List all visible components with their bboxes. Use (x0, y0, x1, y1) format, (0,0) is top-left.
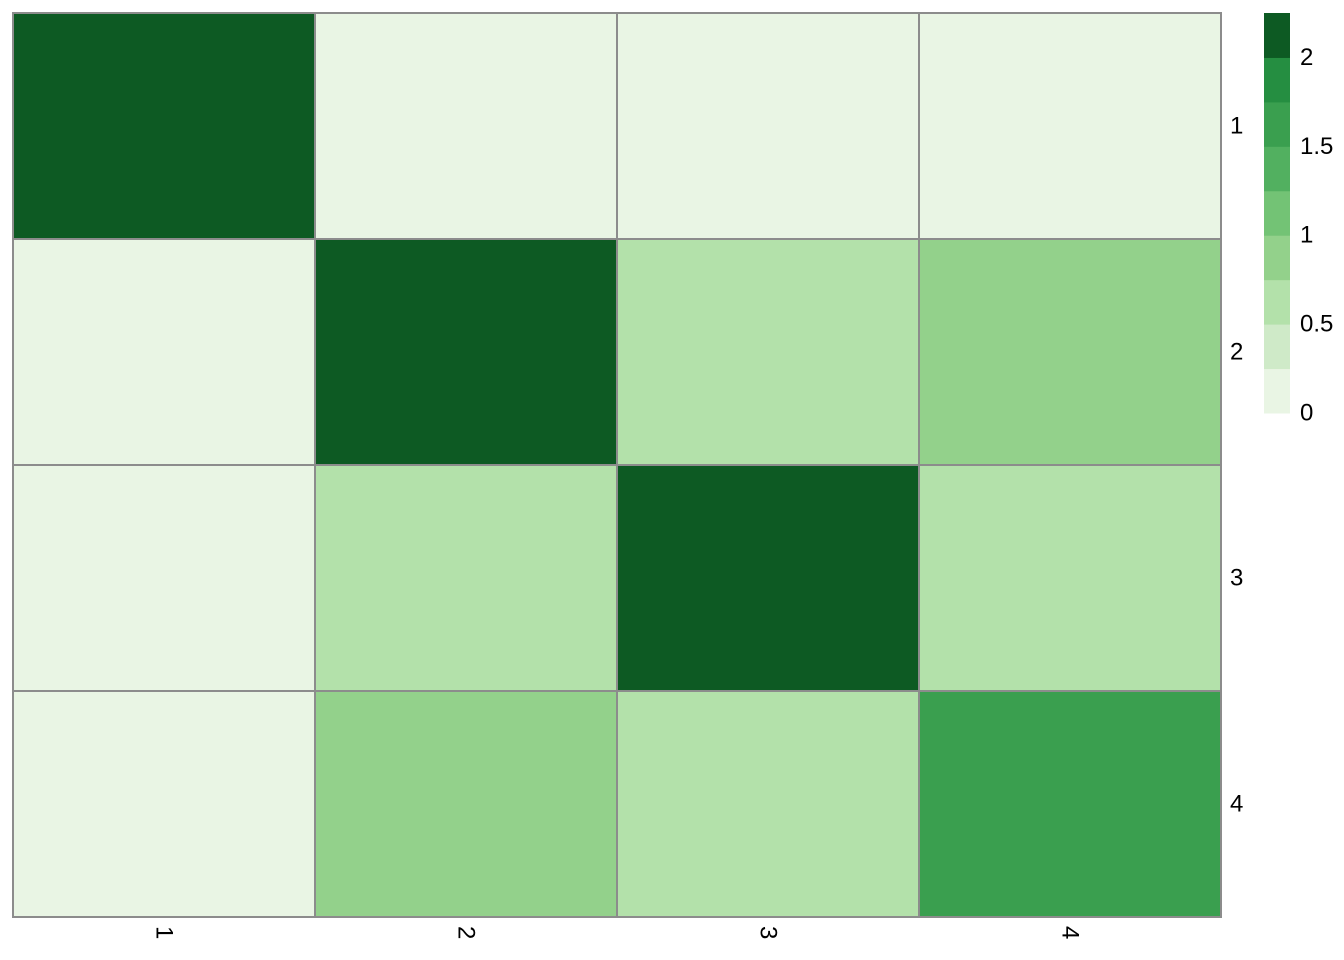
legend-color-bin-3 (1264, 235, 1290, 281)
heatmap-cell-r1-c1 (12, 12, 316, 240)
legend-tick-label-0.5: 0.5 (1300, 311, 1333, 338)
row-label-2: 2 (1230, 339, 1243, 366)
heatmap-cell-r4-c2 (314, 690, 618, 918)
legend-color-bin-8 (1264, 13, 1290, 58)
heatmap-cell-r2-c4 (918, 238, 1222, 466)
legend-tick-label-0: 0 (1300, 400, 1313, 427)
heatmap-cell-r2-c2 (314, 238, 618, 466)
legend-tick-label-1: 1 (1300, 222, 1313, 249)
heatmap-cell-r3-c3 (616, 464, 920, 692)
row-label-1: 1 (1230, 113, 1243, 140)
column-label-4: 4 (1057, 926, 1084, 939)
row-labels: 1 2 3 4 (1230, 113, 1243, 818)
heatmap-cell-r4-c3 (616, 690, 920, 918)
heatmap-cell-r3-c4 (918, 464, 1222, 692)
heatmap-cell-r4-c1 (12, 690, 316, 918)
heatmap-cell-r1-c2 (314, 12, 618, 240)
column-label-1: 1 (151, 926, 178, 939)
legend-tick-label-1.5: 1.5 (1300, 133, 1333, 160)
heatmap-cell-r2-c3 (616, 238, 920, 466)
heatmap-cell-r1-c4 (918, 12, 1222, 240)
legend-color-bin-4 (1264, 190, 1290, 236)
heatmap-cell-r1-c3 (616, 12, 920, 240)
column-label-3: 3 (755, 926, 782, 939)
row-label-3: 3 (1230, 565, 1243, 592)
heatmap-cell-r4-c4 (918, 690, 1222, 918)
legend-color-bin-1 (1264, 324, 1290, 370)
heatmap-cell-r3-c1 (12, 464, 316, 692)
heatmap-cell-r2-c1 (12, 238, 316, 466)
row-label-4: 4 (1230, 791, 1243, 818)
legend-color-bin-0 (1264, 368, 1290, 414)
legend-color-bin-5 (1264, 146, 1290, 192)
color-legend: 2 1.5 1 0.5 0 (1264, 13, 1333, 427)
legend-color-bin-7 (1264, 57, 1290, 103)
heatmap-cells (12, 12, 1222, 918)
column-labels: 1 2 3 4 (151, 926, 1084, 939)
legend-tick-label-2: 2 (1300, 44, 1313, 71)
legend-color-bin-6 (1264, 101, 1290, 147)
legend-color-bin-2 (1264, 279, 1290, 325)
heatmap-cell-r3-c2 (314, 464, 618, 692)
column-label-2: 2 (453, 926, 480, 939)
